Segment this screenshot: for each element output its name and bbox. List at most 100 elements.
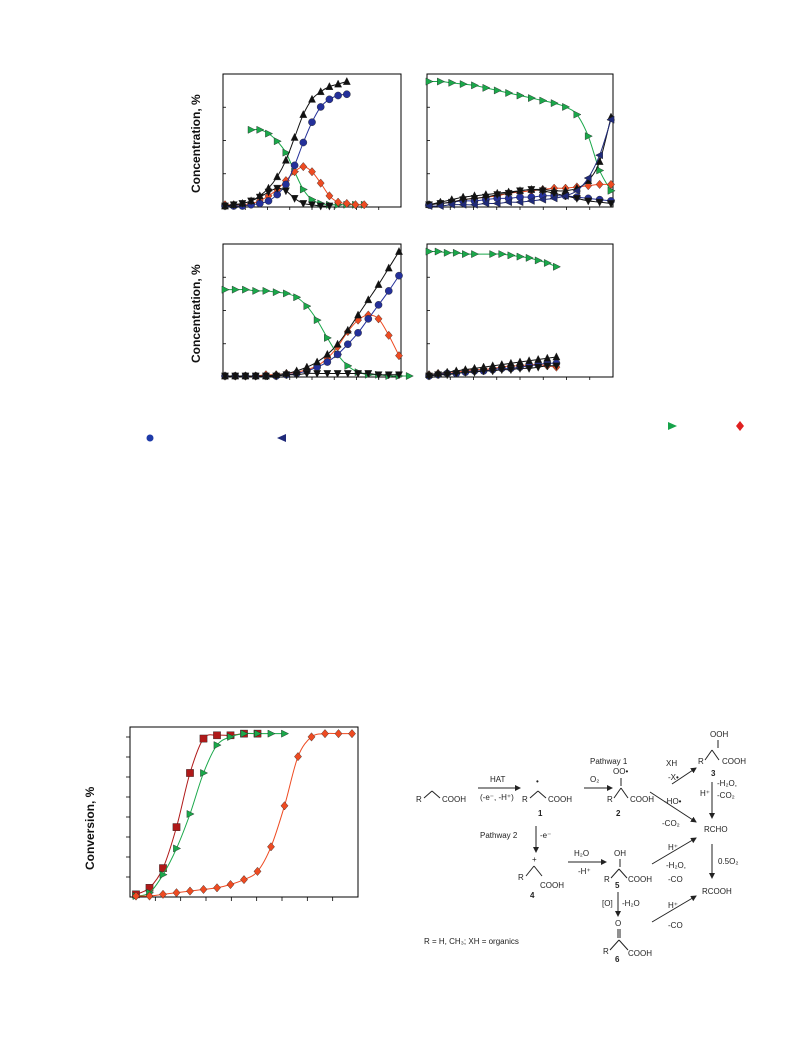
top-right-triangle-right-point	[596, 166, 605, 175]
top-left-triangle-right-point	[247, 125, 256, 134]
top-left-diamond-point	[334, 197, 342, 207]
top-right-triangle-left-point	[526, 196, 535, 205]
concentration-figure: Concentration, % Concentration, %	[0, 0, 793, 460]
bottom-left-circle-point	[354, 329, 362, 337]
top-right-triangle-right-point	[516, 91, 525, 100]
bottom-right-triangle-down-point	[543, 362, 552, 371]
top-left-triangle-up-point	[281, 155, 290, 164]
top-left-diamond-point	[360, 200, 369, 210]
conversion-triangle-right-point	[200, 769, 209, 777]
conversion-square-point	[199, 734, 208, 743]
conversion-triangle-right-point	[159, 870, 168, 879]
pathway1-label: Pathway 1	[590, 757, 628, 766]
panel-bottom-right-frame	[426, 243, 614, 378]
top-right-triangle-right-point	[607, 186, 616, 195]
top-left-triangle-right-point	[300, 185, 308, 194]
conversion-diamond-point	[240, 875, 248, 885]
bottom-left-triangle-right-point	[324, 333, 332, 342]
bottom-right-triangle-right-point	[516, 252, 525, 261]
bottom-right-triangle-right-point	[534, 256, 543, 265]
bottom-left-triangle-up-point	[364, 295, 373, 304]
top-left-triangle-up-point	[273, 172, 282, 181]
top-right-triangle-left-point	[469, 200, 478, 209]
bottom-left-triangle-down-point	[272, 372, 281, 381]
o2-label: O₂	[590, 775, 599, 784]
conversion-square-point	[213, 731, 221, 740]
plus-4: +	[532, 855, 537, 864]
top-right-triangle-left-point	[538, 195, 547, 204]
oxid-h2o-label: -H₂O	[622, 899, 640, 908]
bottom-left-triangle-down-point	[384, 371, 393, 380]
bottom-left-triangle-right-point	[262, 286, 271, 295]
top-right-triangle-right-point	[425, 77, 434, 86]
hat-sub-label: (-e⁻, -H⁺)	[480, 793, 514, 802]
top-right-triangle-down-point	[481, 193, 490, 202]
label-3: 3	[711, 769, 716, 778]
label-6: 6	[615, 955, 620, 964]
neg-x-label: -X•	[668, 773, 679, 782]
bottom-right-triangle-up-point	[525, 356, 534, 365]
conversion-triangle-right-point	[227, 732, 236, 741]
bottom-right-triangle-down-point	[461, 368, 470, 377]
neg-co-2: -CO	[668, 921, 683, 930]
top-right-triangle-left-point	[481, 199, 490, 208]
bottom-right-triangle-right-point	[553, 262, 561, 271]
conversion-diamond-point	[172, 888, 181, 898]
bottom-right-triangle-down-point	[534, 363, 543, 372]
bottom-left-triangle-up-point	[354, 310, 362, 319]
bottom-left-triangle-right-point	[293, 293, 302, 302]
top-left-triangle-down-point	[229, 201, 238, 210]
top-left-triangle-up-point	[290, 132, 299, 141]
bottom-right-triangle-right-point	[544, 259, 552, 267]
bottom-left-triangle-down-point	[395, 371, 403, 380]
bottom-right-triangle-down-point	[516, 365, 524, 373]
pathway2-label: Pathway 2	[480, 831, 518, 840]
top-right-triangle-left-point	[549, 194, 558, 203]
top-left-triangle-down-point	[325, 202, 334, 211]
h2o-label: H₂O	[574, 849, 589, 858]
legend-triangle-right-marker	[668, 422, 677, 430]
reaction-scheme: R COOH HAT (-e⁻, -H⁺) R • COOH 1 O₂ Path…	[416, 730, 746, 964]
bottom-left-circle-point	[323, 358, 332, 366]
bottom-left-triangle-up-point	[343, 325, 352, 334]
conversion-diamond-point	[186, 886, 194, 896]
top-right-triangle-down-point	[459, 196, 468, 205]
top-left-circle-point	[325, 95, 334, 104]
top-right-diamond-point	[595, 179, 604, 189]
top-right-triangle-right-point	[562, 103, 571, 111]
top-left-triangle-up-point	[334, 79, 343, 88]
top-left-circle-point	[342, 90, 351, 99]
top-left-circle-point	[299, 138, 308, 147]
top-right-triangle-down-point	[493, 191, 502, 200]
top-right-triangle-down-point	[584, 197, 593, 206]
bottom-left-triangle-down-point	[282, 371, 291, 380]
top-right-triangle-right-point	[471, 81, 480, 90]
top-left-diamond-point	[316, 178, 325, 188]
bottom-left-triangle-right-point	[283, 289, 291, 298]
legend-circle-marker	[146, 434, 154, 442]
conversion-series-diamond-line	[135, 732, 352, 897]
top-right-series-triangle-right-line	[428, 80, 612, 192]
top-left-triangle-down-point	[281, 187, 290, 196]
bottom-left-triangle-up-point	[313, 357, 322, 366]
top-left-triangle-down-point	[308, 201, 316, 210]
bottom-left-circle-point	[395, 271, 403, 280]
top-right-triangle-left-point	[606, 115, 615, 124]
starting-acid: R COOH	[416, 790, 466, 804]
bottom-left-triangle-down-point	[262, 372, 270, 381]
top-left-diamond-point	[351, 200, 360, 210]
top-right-triangle-left-point	[492, 199, 501, 208]
top-right-triangle-right-point	[459, 80, 468, 89]
conversion-diamond-point	[145, 891, 154, 901]
bottom-left-triangle-down-point	[323, 370, 332, 379]
top-right-triangle-right-point	[539, 96, 548, 105]
top-right-triangle-right-point	[584, 132, 593, 141]
rcooh-label: RCOOH	[702, 887, 732, 896]
compound-1: R • COOH 1	[522, 777, 572, 818]
oh-5: OH	[614, 849, 626, 858]
bottom-left-triangle-right-point	[231, 285, 240, 294]
legend-triangle-left-marker	[277, 434, 286, 442]
conversion-diamond-point	[132, 891, 140, 901]
bottom-left-triangle-down-point	[241, 372, 250, 381]
top-left-circle-point	[282, 180, 290, 189]
